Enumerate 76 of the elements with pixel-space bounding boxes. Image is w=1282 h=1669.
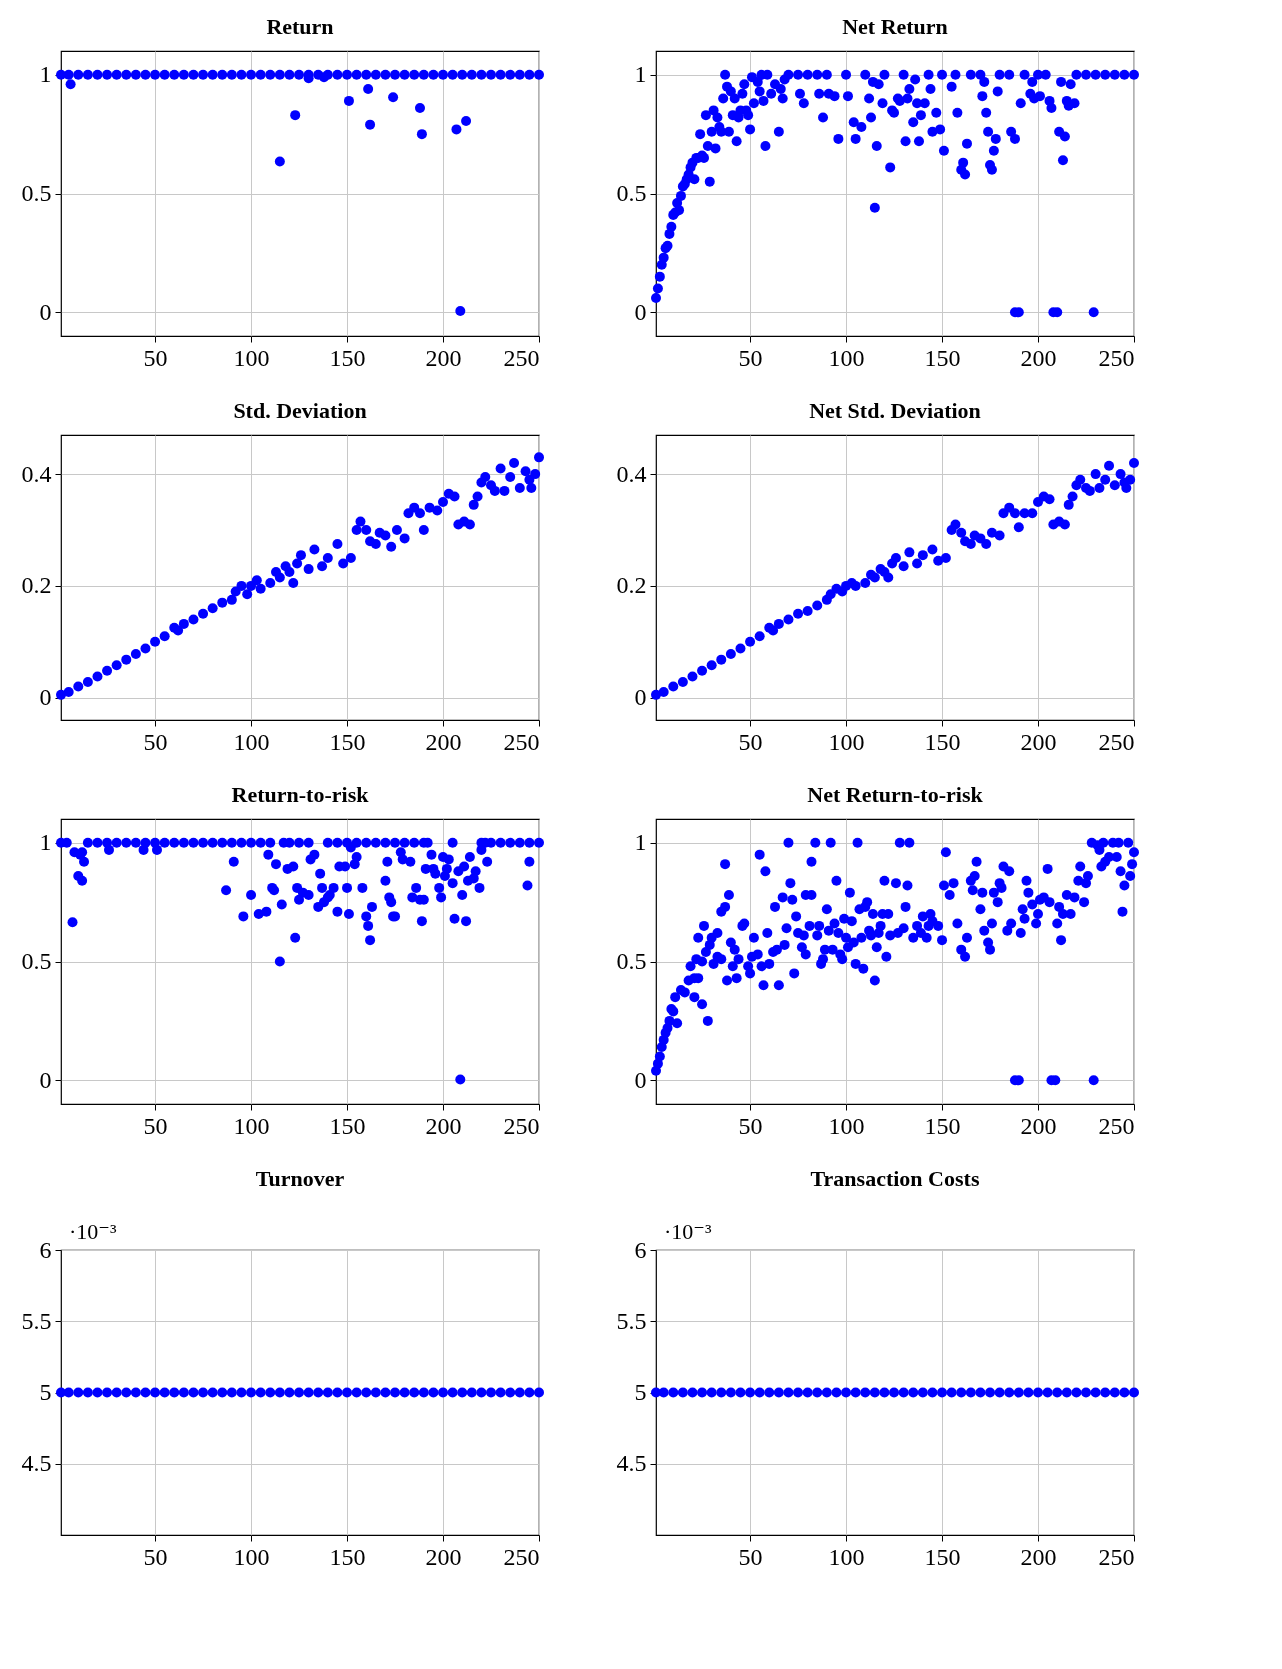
y-tick-label: 0.2 bbox=[616, 572, 647, 599]
x-tick-label: 150 bbox=[924, 1543, 961, 1570]
x-tick-label: 150 bbox=[329, 728, 366, 755]
x-tick-label: 150 bbox=[924, 728, 961, 755]
x-tick-label: 100 bbox=[828, 1543, 865, 1570]
x-tick-label: 200 bbox=[1020, 728, 1057, 755]
x-tick-label: 100 bbox=[828, 728, 865, 755]
y-tick-label: 0.5 bbox=[21, 948, 52, 974]
x-tick-label: 50 bbox=[143, 1543, 168, 1570]
y-tick-label: 0 bbox=[39, 1066, 52, 1093]
x-tick-label: 250 bbox=[503, 728, 540, 755]
x-tick-label: 200 bbox=[425, 344, 462, 371]
x-tick-label: 100 bbox=[233, 1112, 270, 1139]
x-tick-label: 250 bbox=[503, 1543, 540, 1570]
x-tick-label: 150 bbox=[329, 1543, 366, 1570]
x-tick-label: 150 bbox=[924, 1112, 961, 1139]
chart-title: Return bbox=[266, 14, 334, 39]
x-tick-label: 200 bbox=[425, 1112, 462, 1139]
y-tick-label: 0.5 bbox=[21, 180, 52, 206]
text: ·10⁻³ bbox=[664, 1219, 712, 1244]
x-tick-label: 150 bbox=[329, 344, 366, 371]
x-tick-label: 250 bbox=[1098, 344, 1135, 371]
x-tick-label: 250 bbox=[1098, 728, 1135, 755]
y-tick-label: 1 bbox=[39, 829, 52, 856]
y-tick-label: 0 bbox=[634, 684, 647, 711]
y-tick-label: 0 bbox=[634, 298, 647, 325]
y-tick-label: 4.5 bbox=[21, 1450, 52, 1477]
x-tick-label: 200 bbox=[425, 728, 462, 755]
x-tick-label: 100 bbox=[233, 728, 270, 755]
y-tick-label: 5 bbox=[634, 1379, 647, 1405]
y-tick-label: 0.5 bbox=[616, 180, 647, 206]
x-tick-label: 200 bbox=[1020, 344, 1057, 371]
x-tick-label: 50 bbox=[738, 344, 763, 371]
x-tick-label: 150 bbox=[329, 1112, 366, 1139]
x-tick-label: 250 bbox=[503, 1112, 540, 1139]
y-tick-label: 5 bbox=[39, 1379, 52, 1405]
chart-title: Turnover bbox=[255, 1166, 345, 1191]
x-tick-label: 250 bbox=[1098, 1112, 1135, 1139]
y-tick-label: 0 bbox=[39, 684, 52, 711]
x-tick-label: 50 bbox=[143, 1112, 168, 1139]
y-tick-label: 6 bbox=[634, 1236, 647, 1263]
x-tick-label: 200 bbox=[425, 1543, 462, 1570]
chart-title: Transaction Costs bbox=[810, 1166, 980, 1191]
x-tick-label: 50 bbox=[738, 1543, 763, 1570]
x-tick-label: 50 bbox=[738, 1112, 763, 1139]
chart-title: Net Std. Deviation bbox=[809, 398, 981, 423]
x-tick-label: 200 bbox=[1020, 1543, 1057, 1570]
y-tick-label: 1 bbox=[39, 61, 52, 88]
y-tick-label: 0 bbox=[39, 298, 52, 325]
x-tick-label: 200 bbox=[1020, 1112, 1057, 1139]
y-tick-label: 0.4 bbox=[21, 460, 52, 487]
y-tick-label: 4.5 bbox=[616, 1450, 647, 1477]
x-tick-label: 100 bbox=[828, 344, 865, 371]
x-tick-label: 250 bbox=[503, 344, 540, 371]
y-tick-label: 0.2 bbox=[21, 572, 52, 599]
y-tick-label: 5.5 bbox=[21, 1307, 52, 1334]
x-tick-label: 250 bbox=[1098, 1543, 1135, 1570]
text: ·10⁻³ bbox=[69, 1219, 117, 1244]
x-tick-label: 50 bbox=[738, 728, 763, 755]
x-tick-label: 150 bbox=[924, 344, 961, 371]
x-tick-label: 100 bbox=[233, 344, 270, 371]
chart-title: Net Return-to-risk bbox=[807, 782, 984, 807]
y-tick-label: 1 bbox=[634, 829, 647, 856]
y-tick-label: 5.5 bbox=[616, 1307, 647, 1334]
chart-title: Std. Deviation bbox=[233, 398, 367, 423]
x-tick-label: 100 bbox=[233, 1543, 270, 1570]
y-tick-label: 0.5 bbox=[616, 948, 647, 974]
y-tick-label: 1 bbox=[634, 61, 647, 88]
y-tick-label: 0.4 bbox=[616, 460, 647, 487]
chart-title: Return-to-risk bbox=[231, 782, 370, 807]
chart-title: Net Return bbox=[842, 14, 948, 39]
x-tick-label: 50 bbox=[143, 728, 168, 755]
y-tick-label: 6 bbox=[39, 1236, 52, 1263]
x-tick-label: 100 bbox=[828, 1112, 865, 1139]
y-tick-label: 0 bbox=[634, 1066, 647, 1093]
x-tick-label: 50 bbox=[143, 344, 168, 371]
